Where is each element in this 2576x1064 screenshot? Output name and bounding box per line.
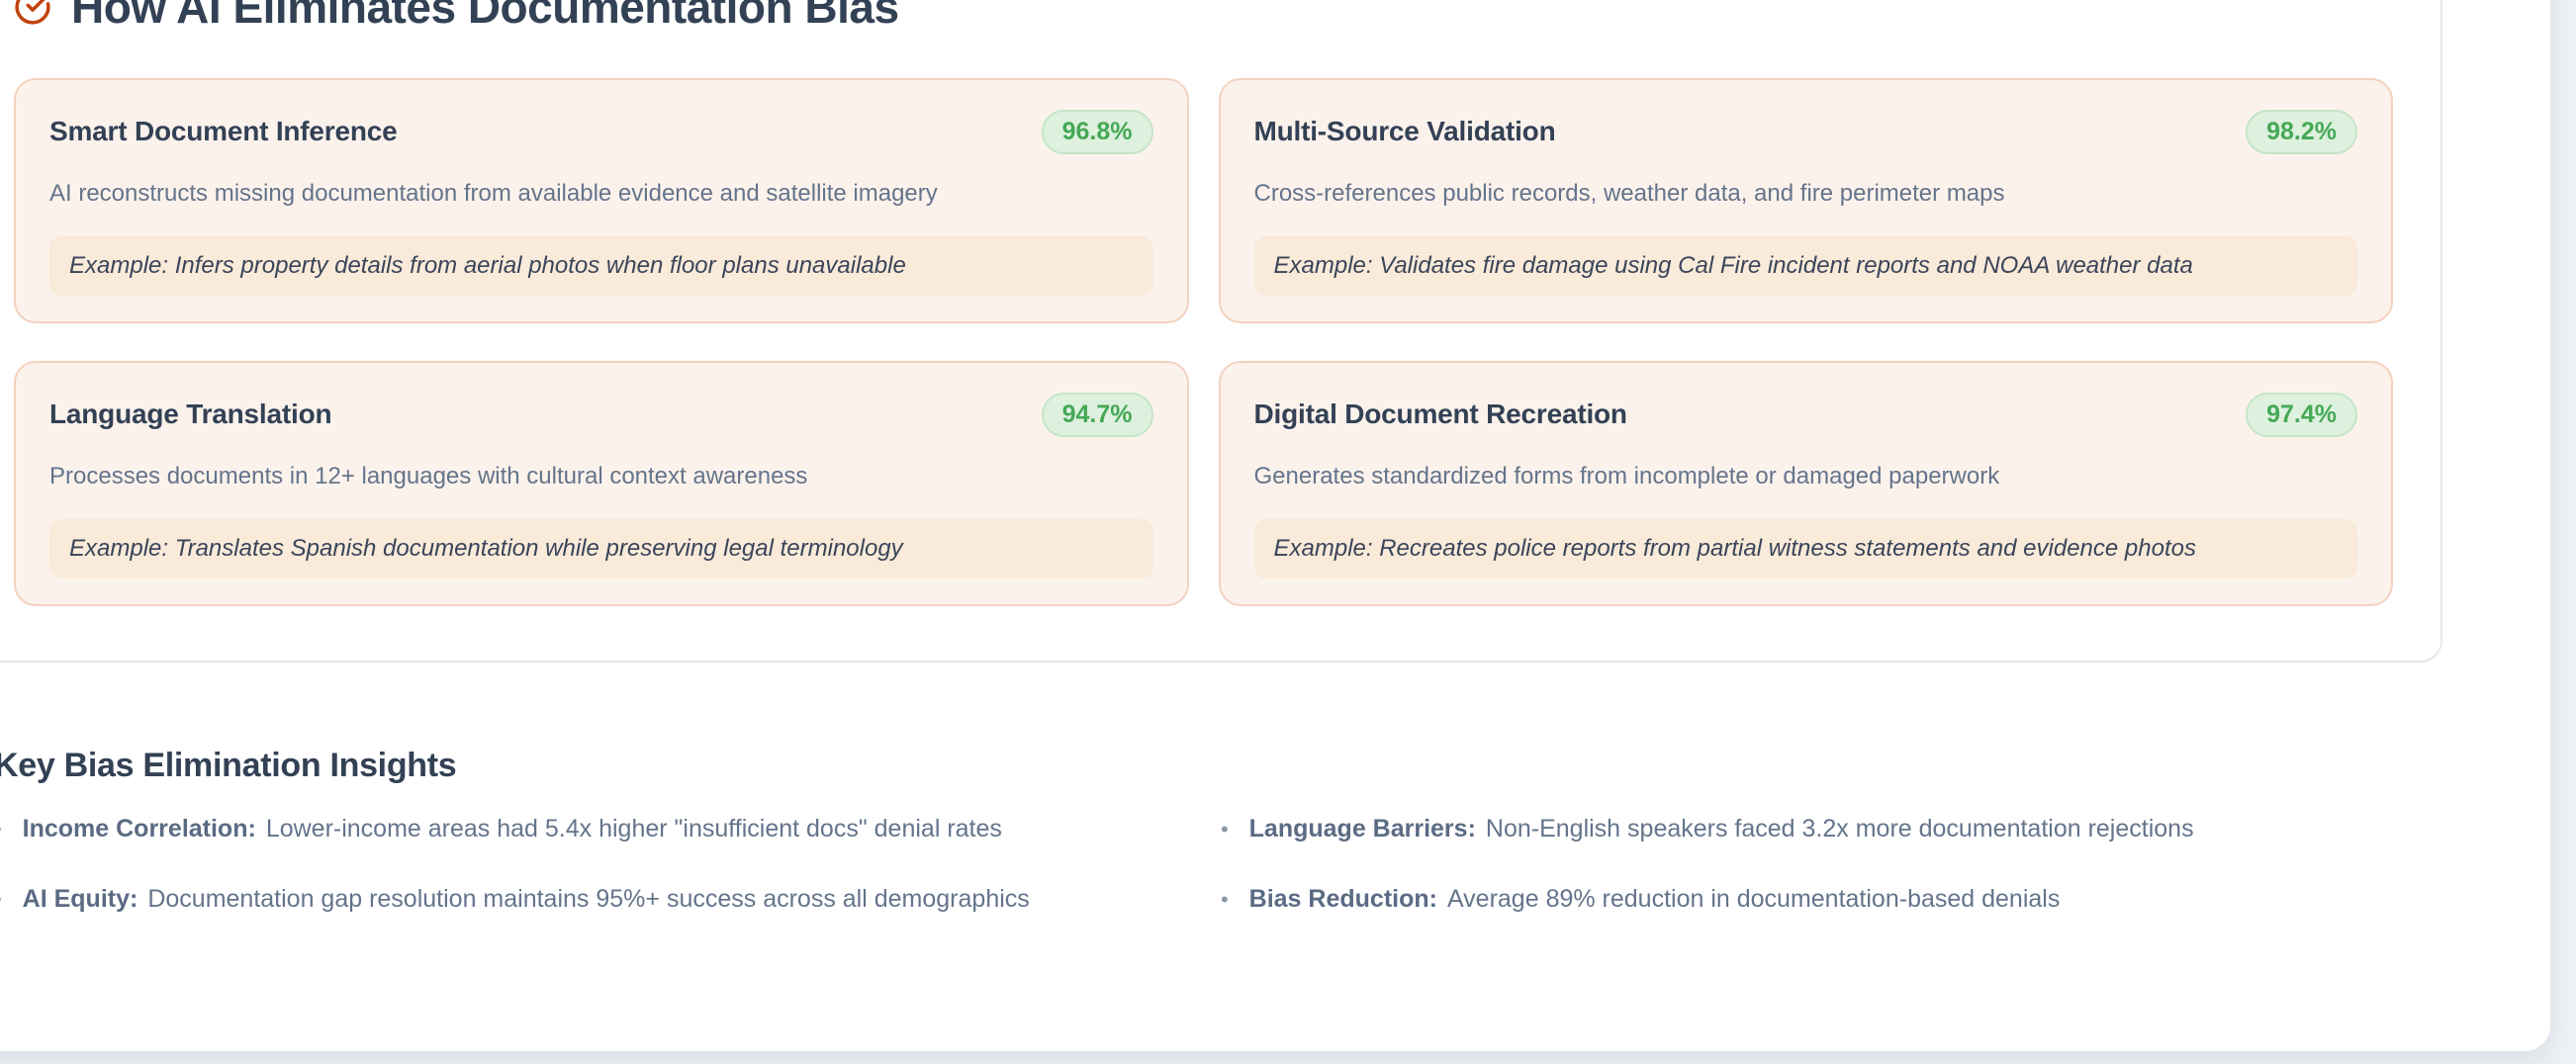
insights-heading: Key Bias Elimination Insights xyxy=(0,747,457,784)
check-circle-icon xyxy=(15,0,50,25)
accuracy-badge: 97.4% xyxy=(2246,392,2357,437)
insight-language-barriers: Language Barriers: Non-English speakers f… xyxy=(1221,811,2428,847)
section-header: How AI Eliminates Documentation Bias xyxy=(14,0,2393,31)
capability-card-header: Digital Document Recreation 97.4% xyxy=(1253,392,2357,437)
insight-text: Average 89% reduction in documentation-b… xyxy=(1446,885,2061,913)
insight-label: Language Barriers: xyxy=(1248,815,1476,842)
capability-card-header: Smart Document Inference 96.8% xyxy=(49,109,1153,154)
insight-ai-equity: AI Equity: Documentation gap resolution m… xyxy=(0,881,1221,918)
accuracy-badge: 96.8% xyxy=(1041,109,1153,154)
capability-grid: Smart Document Inference 96.8% AI recons… xyxy=(14,78,2393,606)
capability-card-digital-document-recreation: Digital Document Recreation 97.4% Genera… xyxy=(1218,361,2393,606)
capability-example: Example: Infers property details from ae… xyxy=(49,236,1153,296)
capability-title: Smart Document Inference xyxy=(49,116,398,146)
capability-title: Multi-Source Validation xyxy=(1253,116,1556,146)
accuracy-badge: 94.7% xyxy=(1041,392,1153,437)
capability-description: Cross-references public records, weather… xyxy=(1253,180,2005,207)
insight-text: Non-English speakers faced 3.2x more doc… xyxy=(1485,815,2194,842)
capability-card-language-translation: Language Translation 94.7% Processes doc… xyxy=(14,361,1189,606)
capability-description: Processes documents in 12+ languages wit… xyxy=(49,463,808,489)
capability-card-header: Multi-Source Validation 98.2% xyxy=(1253,109,2357,154)
ai-bias-section: How AI Eliminates Documentation Bias Sma… xyxy=(0,0,2442,663)
insight-label: AI Equity: xyxy=(22,885,138,913)
insight-label: Income Correlation: xyxy=(22,815,256,842)
accuracy-badge: 98.2% xyxy=(2246,109,2357,154)
section-title: How AI Eliminates Documentation Bias xyxy=(71,0,899,33)
capability-example: Example: Recreates police reports from p… xyxy=(1253,519,2357,578)
capability-title: Digital Document Recreation xyxy=(1253,399,1628,429)
insights-list: Income Correlation: Lower-income areas ha… xyxy=(0,811,2428,918)
capability-card-multi-source-validation: Multi-Source Validation 98.2% Cross-refe… xyxy=(1218,78,2393,323)
insights-section: Key Bias Elimination Insights Income Cor… xyxy=(0,746,2428,918)
insight-label: Bias Reduction: xyxy=(1248,885,1437,913)
capability-example: Example: Validates fire damage using Cal… xyxy=(1253,236,2357,296)
insight-text: Documentation gap resolution maintains 9… xyxy=(147,885,1030,913)
capability-description: AI reconstructs missing documentation fr… xyxy=(49,180,938,207)
capability-example: Example: Translates Spanish documentatio… xyxy=(49,519,1153,578)
insight-income-correlation: Income Correlation: Lower-income areas ha… xyxy=(0,811,1221,847)
insight-text: Lower-income areas had 5.4x higher "insu… xyxy=(265,815,1002,842)
capability-title: Language Translation xyxy=(49,399,332,429)
capability-card-header: Language Translation 94.7% xyxy=(49,392,1153,437)
capability-card-smart-document-inference: Smart Document Inference 96.8% AI recons… xyxy=(14,78,1189,323)
insight-bias-reduction: Bias Reduction: Average 89% reduction in … xyxy=(1221,881,2428,918)
capability-description: Generates standardized forms from incomp… xyxy=(1253,463,2000,489)
